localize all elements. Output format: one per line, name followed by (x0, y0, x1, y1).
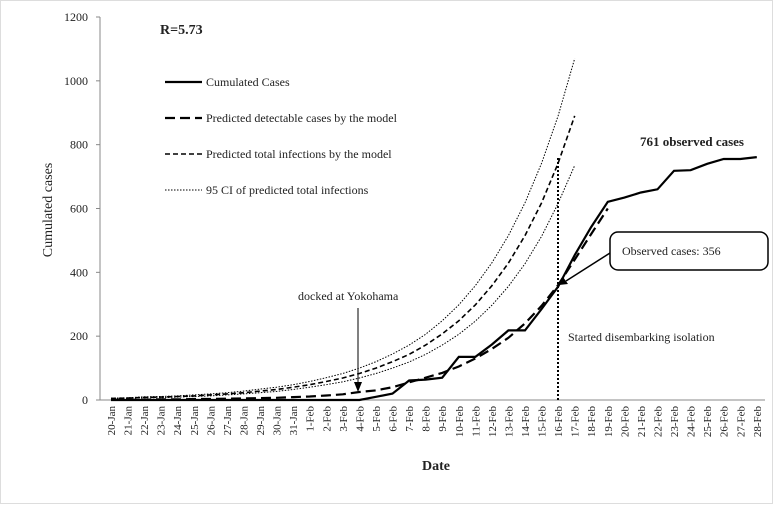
x-tick-label: 20-Jan (106, 406, 118, 436)
x-tick-label: 25-Jan (189, 406, 201, 436)
x-tick-label: 14-Feb (520, 406, 532, 438)
x-tick-label: 19-Feb (603, 406, 615, 438)
legend-label: Predicted detectable cases by the model (206, 111, 398, 125)
x-tick-label: 28-Jan (238, 406, 250, 436)
x-tick-label: 3-Feb (338, 406, 350, 432)
x-tick-label: 10-Feb (454, 406, 466, 438)
series-line (110, 115, 576, 400)
legend-label: Cumulated Cases (206, 75, 290, 89)
x-tick-label: 13-Feb (503, 406, 515, 438)
x-tick-label: 1-Feb (305, 406, 317, 432)
x-tick-label: 8-Feb (421, 406, 433, 432)
x-tick-label: 27-Feb (735, 406, 747, 438)
y-tick-label: 0 (82, 393, 88, 407)
y-tick-label: 1200 (64, 10, 88, 24)
x-tick-label: 25-Feb (702, 406, 714, 438)
x-tick-label: 4-Feb (354, 406, 366, 432)
x-tick-label: 23-Jan (156, 406, 168, 436)
disembark-label: Started disembarking isolation (568, 330, 715, 344)
x-tick-label: 28-Feb (752, 406, 764, 438)
x-tick-label: 2-Feb (321, 406, 333, 432)
x-tick-label: 22-Feb (652, 406, 664, 438)
y-tick-label: 600 (70, 202, 88, 216)
x-tick-label: 21-Jan (123, 406, 135, 436)
observed-arrow (565, 252, 611, 282)
x-tick-label: 17-Feb (570, 406, 582, 438)
x-tick-label: 27-Jan (222, 406, 234, 436)
docked-arrowhead (354, 382, 362, 392)
x-tick-label: 26-Feb (719, 406, 731, 438)
x-tick-label: 16-Feb (553, 406, 565, 438)
y-tick-label: 1000 (64, 74, 88, 88)
x-tick-label: 30-Jan (272, 406, 284, 436)
y-tick-label: 200 (70, 329, 88, 343)
x-tick-label: 29-Jan (255, 406, 267, 436)
legend-label: 95 CI of predicted total infections (206, 183, 369, 197)
x-tick-label: 24-Feb (686, 406, 698, 438)
x-tick-label: 23-Feb (669, 406, 681, 438)
y-tick-label: 400 (70, 265, 88, 279)
x-tick-label: 22-Jan (139, 406, 151, 436)
x-tick-label: 15-Feb (537, 406, 549, 438)
series-line (111, 207, 609, 401)
x-tick-label: 9-Feb (437, 406, 449, 432)
x-axis-label: Date (422, 459, 450, 474)
x-tick-label: 21-Feb (636, 406, 648, 438)
x-tick-label: 26-Jan (205, 406, 217, 436)
x-tick-label: 24-Jan (172, 406, 184, 436)
series-line (111, 156, 757, 402)
x-tick-label: 7-Feb (404, 406, 416, 432)
y-tick-label: 800 (70, 138, 88, 152)
observed-box (609, 231, 769, 271)
series-line (110, 165, 576, 400)
docked-label: docked at Yokohama (298, 289, 399, 303)
x-tick-label: 5-Feb (371, 406, 383, 432)
y-axis-label: Cumulated cases (41, 163, 56, 257)
r-value: R=5.73 (160, 23, 203, 38)
legend-label: Predicted total infections by the model (206, 147, 392, 161)
x-tick-label: 6-Feb (388, 406, 400, 432)
final-label: 761 observed cases (640, 134, 744, 149)
x-tick-label: 20-Feb (619, 406, 631, 438)
x-tick-label: 18-Feb (586, 406, 598, 438)
x-tick-label: 12-Feb (487, 406, 499, 438)
x-tick-label: 11-Feb (470, 406, 482, 437)
x-tick-label: 31-Jan (288, 406, 300, 436)
observed-label: Observed cases: 356 (622, 244, 721, 258)
